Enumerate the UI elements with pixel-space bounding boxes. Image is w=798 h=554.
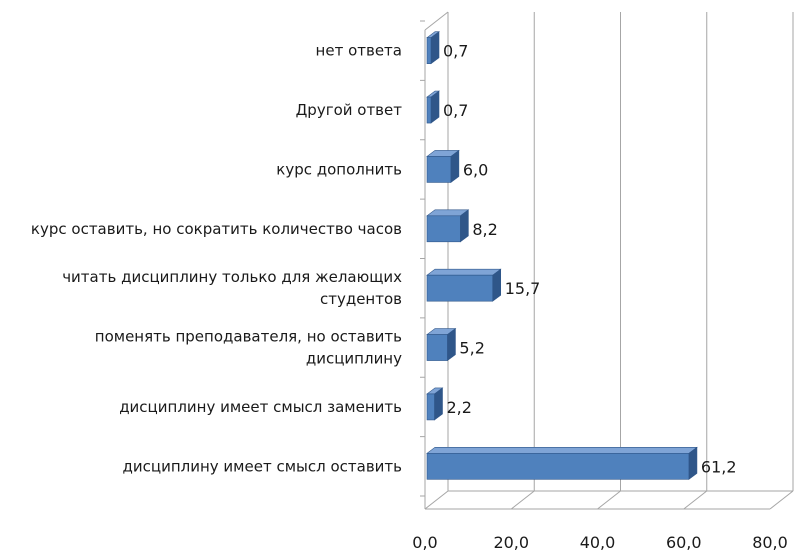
bar-5 bbox=[426, 334, 448, 361]
bar-side-0 bbox=[430, 31, 440, 65]
category-label-1: Другой ответ bbox=[296, 101, 403, 119]
floor-line-1 bbox=[510, 490, 535, 510]
value-label-5: 5,2 bbox=[459, 339, 484, 358]
bar-side-3 bbox=[460, 209, 469, 243]
category-label-7: дисциплину имеет смысл оставить bbox=[123, 457, 402, 475]
value-label-1: 0,7 bbox=[443, 101, 468, 120]
bar-side-1 bbox=[430, 90, 440, 124]
bar-4 bbox=[426, 274, 494, 302]
floor-line-2 bbox=[597, 490, 621, 510]
value-label-2: 6,0 bbox=[463, 160, 488, 179]
bar-top-4 bbox=[426, 268, 502, 276]
bar-7 bbox=[426, 453, 690, 480]
bars bbox=[426, 31, 698, 480]
bar-6 bbox=[426, 393, 435, 421]
labels: 0,0 20,0 40,0 60,0 80,0 0,7 нет ответа 0,7 Друго… bbox=[31, 42, 788, 552]
value-label-4: 15,7 bbox=[505, 279, 541, 298]
bar-1 bbox=[426, 96, 432, 124]
category-label-4: читать дисциплину только для желающих сту… bbox=[62, 268, 402, 308]
bar-2 bbox=[426, 156, 452, 183]
value-label-7: 61,2 bbox=[701, 457, 737, 476]
x-tick-label-1: 20,0 bbox=[493, 533, 529, 550]
bar-side-7 bbox=[688, 446, 698, 480]
floor-line-4 bbox=[769, 490, 794, 510]
category-label-5: поменять преподавателя, но оставить дисци… bbox=[95, 328, 402, 368]
category-label-2: курс дополнить bbox=[276, 160, 402, 178]
bar-side-2 bbox=[450, 149, 460, 184]
value-label-0: 0,7 bbox=[443, 42, 468, 61]
x-tick-label-0: 0,0 bbox=[412, 533, 437, 550]
x-tick-label-2: 40,0 bbox=[580, 533, 616, 550]
category-label-3: курс оставить, но сократить количество ч… bbox=[31, 220, 402, 238]
gridlines bbox=[424, 12, 794, 510]
bar-0 bbox=[426, 37, 432, 64]
bar-3 bbox=[426, 215, 461, 243]
category-label-0: нет ответа bbox=[316, 42, 402, 60]
category-label-6: дисциплину имеет смысл заменить bbox=[119, 398, 402, 416]
bar-side-6 bbox=[434, 387, 443, 421]
wall-top-edge bbox=[424, 11, 449, 31]
bar-top-7 bbox=[426, 447, 698, 454]
floor-line-3 bbox=[683, 490, 708, 510]
x-tick-label-3: 60,0 bbox=[666, 533, 702, 550]
x-tick-label-4: 80,0 bbox=[752, 533, 788, 550]
value-label-6: 2,2 bbox=[446, 398, 471, 417]
bar-side-5 bbox=[447, 327, 456, 362]
floor-line-0 bbox=[424, 490, 449, 510]
bar-side-4 bbox=[492, 268, 502, 302]
value-label-3: 8,2 bbox=[472, 220, 497, 239]
axes bbox=[420, 11, 793, 510]
